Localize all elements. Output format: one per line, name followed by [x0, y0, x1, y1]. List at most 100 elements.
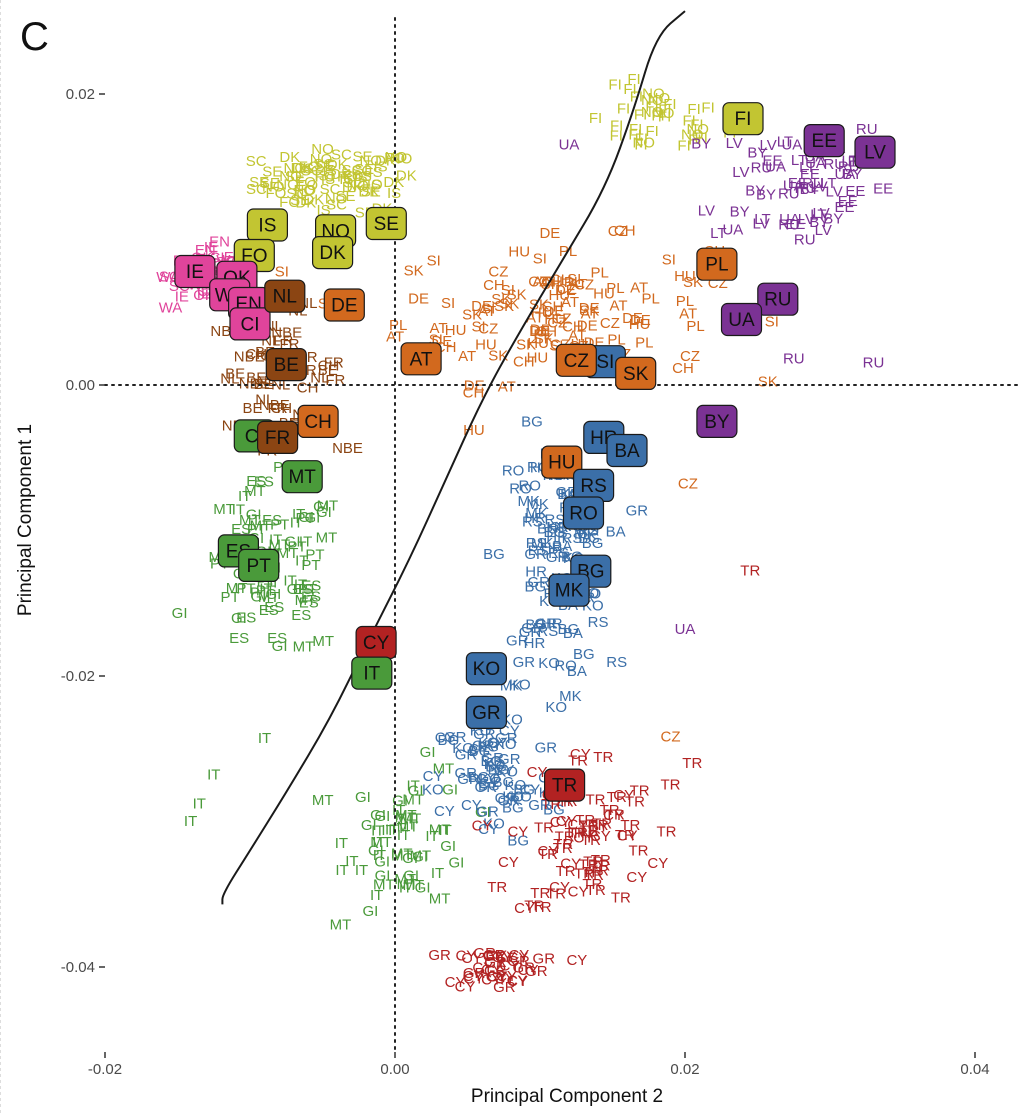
centroid-label: BY	[704, 412, 730, 433]
sample-point-italy-south: IT	[355, 862, 368, 879]
x-tick-label: -0.02	[88, 1061, 122, 1078]
sample-point-baltic-east: EE	[838, 193, 858, 210]
sample-point-iberia-italy: GI	[316, 504, 332, 521]
sample-point-turkey-cyprus: CY	[566, 952, 587, 969]
sample-point-iberia-italy: PT	[247, 521, 266, 538]
sample-point-scandinavia: FO	[299, 158, 320, 175]
centroid-pl: PL	[696, 247, 738, 281]
sample-point-finland: FI	[695, 130, 708, 147]
y-tick-label: 0.00	[66, 377, 95, 394]
sample-point-outlier: UA	[559, 136, 580, 153]
sample-point-scandinavia: FO	[343, 168, 364, 185]
sample-point-finland: FI	[677, 138, 690, 155]
sample-point-balkans: GR	[528, 797, 551, 814]
sample-point-scandinavia: FO	[337, 169, 358, 186]
sample-point-cyprus-cluster: CY	[484, 954, 505, 971]
sample-point-central: AT	[478, 303, 496, 320]
sample-point-scandinavia: NO	[346, 177, 369, 194]
sample-point-central: SK	[494, 298, 514, 315]
sample-point-cyprus-cluster: CY	[494, 970, 515, 987]
sample-point-finland: FI	[608, 77, 621, 94]
sample-point-scandinavia: FO	[294, 182, 315, 199]
sample-point-cyprus-cluster: GR	[533, 950, 556, 967]
sample-point-iberia-italy: MT	[226, 580, 248, 597]
sample-point-cyprus-cluster: GR	[493, 979, 516, 996]
sample-point-iberia-italy: PT	[301, 557, 320, 574]
sample-point-italy-south: IT	[439, 822, 452, 839]
sample-point-greece: GR	[495, 790, 518, 807]
sample-point-outlier: IT	[207, 766, 220, 783]
centroid-label: UA	[728, 310, 755, 331]
sample-point-turkey-cyprus: CY	[617, 828, 638, 845]
sample-point-turkey-cyprus: TR	[568, 753, 588, 770]
sample-point-iberia-italy: PT	[256, 582, 275, 599]
sample-point-turkey-cyprus: TR	[582, 876, 602, 893]
centroid-label: MT	[288, 467, 316, 488]
sample-point-scandinavia: FO	[265, 185, 286, 202]
sample-point-italy-south: IT	[370, 887, 383, 904]
sample-point-west: NBE	[271, 325, 302, 342]
sample-point-italy-south: MT	[402, 792, 424, 809]
sample-point-scandinavia: NO	[284, 160, 307, 177]
sample-point-baltic-east: EE	[788, 175, 808, 192]
sample-point-central: CZ	[552, 310, 572, 327]
sample-point-italy-south: GI	[374, 854, 390, 871]
sample-point-central: SI	[427, 253, 441, 270]
sample-point-balkans: BG	[525, 617, 547, 634]
sample-point-baltic-east: UA	[783, 177, 804, 194]
centroid-ci: CI	[229, 307, 271, 341]
centroid-box	[757, 282, 799, 316]
sample-point-italy-south: GI	[374, 808, 390, 825]
sample-point-baltic-east: BY	[809, 214, 829, 231]
sample-point-scandinavia: IS	[367, 176, 381, 193]
sample-point-outlier: TR	[682, 755, 702, 772]
sample-point-cyprus-cluster: CY	[486, 968, 507, 985]
sample-point-baltic-east: BY	[842, 166, 862, 183]
sample-point-italy-south: IT	[381, 822, 394, 839]
sample-point-balkans: RS	[588, 614, 609, 631]
sample-point-central: SK	[491, 291, 511, 308]
centroid-box	[265, 348, 307, 382]
sample-point-balkans: GR	[546, 549, 569, 566]
sample-point-iberia-italy: MT	[277, 545, 299, 562]
sample-point-baltic-east: RU	[778, 216, 800, 233]
centroid-cz: CZ	[555, 343, 597, 377]
sample-point-turkey-cyprus: TR	[593, 749, 613, 766]
sample-point-central: DE	[529, 323, 550, 340]
sample-point-central: SI	[662, 252, 676, 269]
centroid-box	[174, 254, 216, 289]
sample-point-greece: BG	[469, 743, 491, 760]
sample-point-italy-south: MT	[395, 807, 417, 824]
centroid-sk: SK	[615, 356, 657, 390]
sample-point-balkans: BA	[552, 538, 572, 555]
sample-point-italy-south: GI	[375, 867, 391, 884]
sample-point-balkans: BA	[563, 625, 583, 642]
sample-point-italy-south: MT	[429, 891, 451, 908]
sample-point-central: SK	[404, 263, 424, 280]
sample-point-italy-south: MT	[370, 834, 392, 851]
sample-point-italy-south: GI	[370, 807, 386, 824]
sample-point-finland: FI	[658, 102, 671, 119]
sample-point-scandinavia: DK	[330, 166, 351, 183]
sample-point-italy-south: GI	[475, 804, 491, 821]
sample-point-balkans: BG	[544, 524, 566, 541]
sample-point-cyprus-cluster: GR	[484, 954, 507, 971]
sample-point-iberia-italy: IT	[295, 553, 308, 570]
sample-point-iberia-italy: GI	[251, 589, 267, 606]
sample-point-greece: GR	[455, 747, 478, 764]
sample-point-scandinavia: FO	[362, 176, 383, 193]
panel-letter: C	[20, 15, 49, 59]
sample-point-scandinavia: SC	[301, 163, 322, 180]
sample-point-central: SI	[533, 251, 547, 268]
sample-point-scandinavia: SC	[246, 153, 267, 170]
sample-point-central: PL	[389, 317, 407, 334]
sample-point-greece: CY	[494, 762, 515, 779]
sample-point-british-isles: WA	[156, 269, 180, 286]
centroid-box	[312, 236, 354, 270]
sample-point-scandinavia: FO	[297, 177, 318, 194]
sample-point-cyprus-cluster: CY	[481, 961, 502, 978]
sample-point-baltic-east: LT	[810, 206, 826, 223]
sample-point-west: NL	[220, 371, 239, 388]
sample-point-finland: NO	[641, 104, 664, 121]
sample-point-turkey-cyprus: TR	[556, 863, 576, 880]
